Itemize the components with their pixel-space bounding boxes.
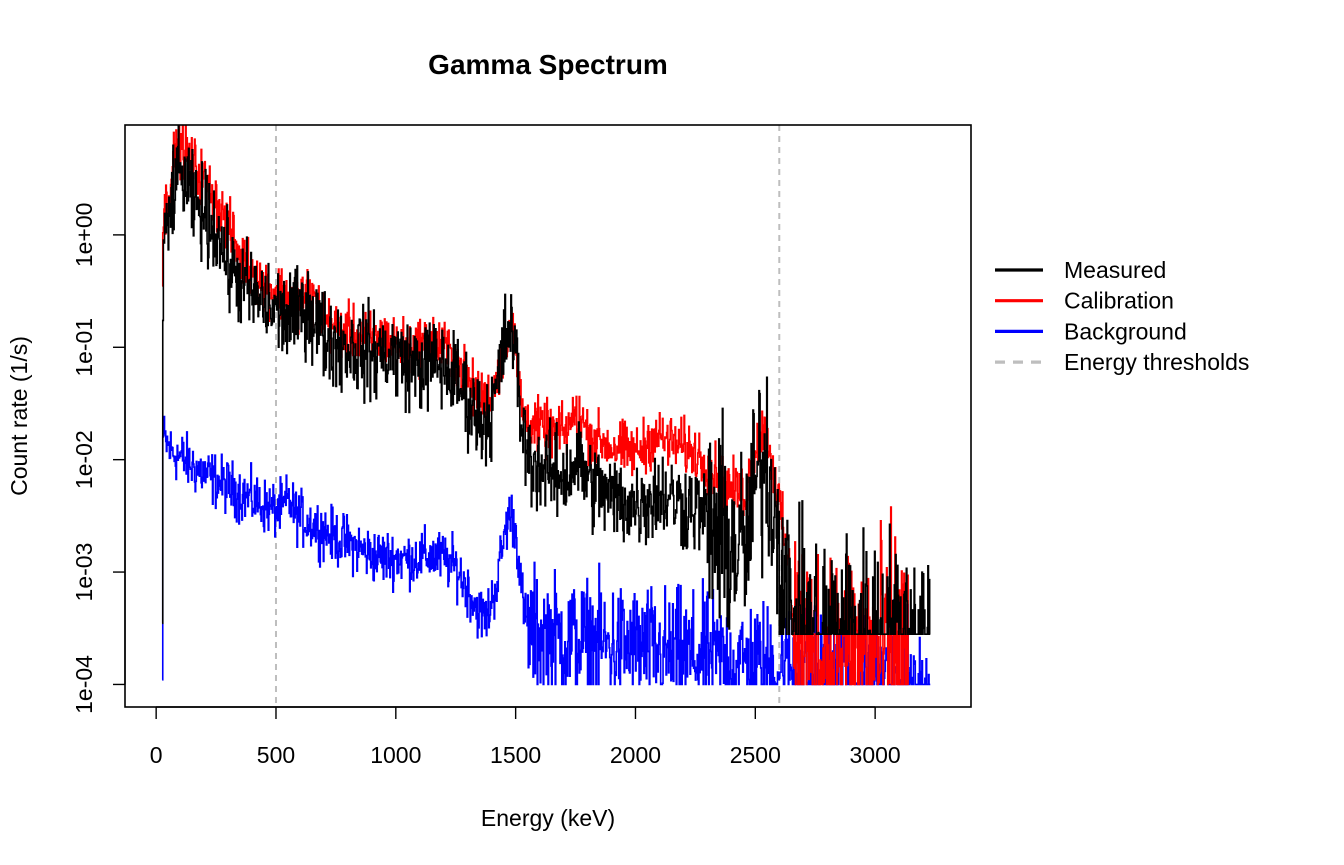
y-axis-label: Count rate (1/s) bbox=[6, 336, 32, 496]
series-background bbox=[161, 415, 931, 686]
legend-label: Measured bbox=[1064, 257, 1166, 283]
y-tick-label: 1e-04 bbox=[71, 655, 97, 714]
x-tick-label: 2500 bbox=[730, 742, 781, 768]
x-tick-label: 500 bbox=[257, 742, 295, 768]
x-tick-label: 2000 bbox=[610, 742, 661, 768]
x-tick-label: 0 bbox=[150, 742, 163, 768]
x-tick-label: 1500 bbox=[490, 742, 541, 768]
legend: Measured Calibration Background Energy thre… bbox=[995, 257, 1249, 375]
x-tick-label: 3000 bbox=[850, 742, 901, 768]
legend-label: Calibration bbox=[1064, 288, 1174, 314]
y-tick-label: 1e-02 bbox=[71, 430, 97, 489]
y-tick-label: 1e+00 bbox=[71, 203, 97, 268]
legend-label: Energy thresholds bbox=[1064, 349, 1249, 375]
y-axis: 1e-04 1e-03 1e-02 1e-01 1e+00 bbox=[71, 203, 126, 714]
series-line-measured bbox=[161, 125, 931, 635]
series-line-background bbox=[161, 415, 931, 686]
series-line-calibration bbox=[161, 125, 909, 686]
x-axis-label: Energy (keV) bbox=[481, 805, 615, 831]
chart-title: Gamma Spectrum bbox=[428, 49, 668, 80]
y-tick-label: 1e-03 bbox=[71, 543, 97, 602]
series-measured bbox=[161, 125, 931, 635]
x-tick-label: 1000 bbox=[370, 742, 421, 768]
series-lines bbox=[161, 125, 931, 686]
x-axis: 0 500 1000 1500 2000 2500 3000 bbox=[150, 706, 901, 768]
series-calibration bbox=[161, 125, 909, 686]
y-tick-label: 1e-01 bbox=[71, 318, 97, 377]
legend-label: Background bbox=[1064, 318, 1187, 344]
